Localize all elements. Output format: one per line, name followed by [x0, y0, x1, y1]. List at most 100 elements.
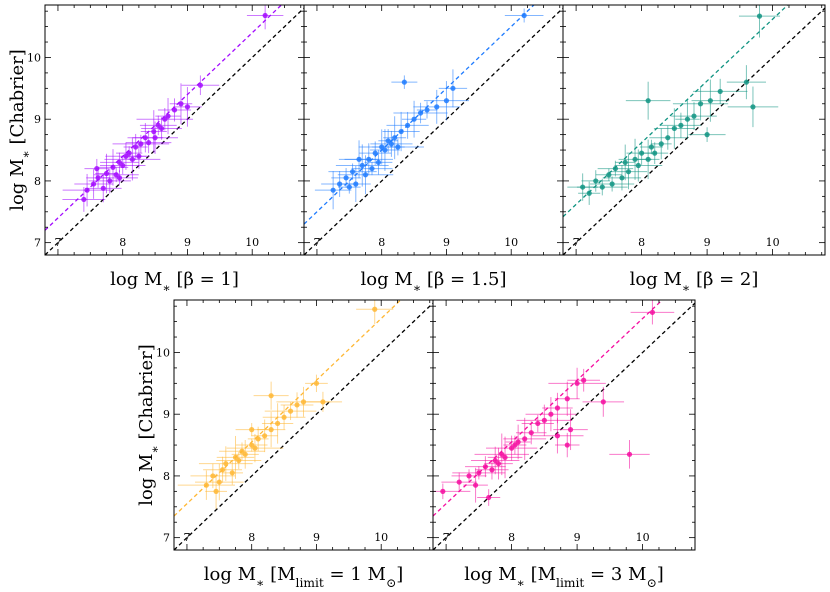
data-point	[375, 159, 382, 166]
data-point	[574, 380, 580, 386]
data-point	[369, 165, 375, 172]
data-point	[586, 190, 592, 196]
data-point	[146, 140, 152, 146]
data-point	[756, 13, 763, 19]
x-axis-label-part: ]	[657, 564, 664, 585]
one-to-one-line	[563, 7, 825, 255]
one-to-one-line	[45, 7, 304, 255]
data-point	[262, 433, 268, 439]
data-point	[343, 175, 349, 181]
data-point	[495, 460, 502, 467]
x-axis-label-part: ∗	[682, 281, 690, 295]
data-point	[528, 430, 534, 436]
y-axis-label: log M∗ [Chabrier]	[136, 344, 162, 506]
data-point	[359, 162, 365, 169]
one-to-one-line	[304, 7, 563, 255]
x-tick-label: 9	[443, 236, 450, 249]
data-point	[382, 147, 388, 153]
y-tick-label: 9	[34, 113, 41, 126]
data-point	[717, 88, 723, 95]
x-axis-label-part: ∗	[256, 576, 264, 590]
plot-area	[563, 5, 825, 255]
data-point	[223, 460, 229, 467]
data-point	[564, 396, 570, 402]
x-tick-label: 8	[119, 236, 126, 249]
data-point	[165, 113, 171, 119]
x-tick-label: 10	[245, 236, 259, 249]
data-point	[750, 104, 756, 110]
x-tick-label: 10	[636, 531, 650, 544]
data-point	[466, 473, 472, 479]
data-point	[268, 427, 274, 433]
x-axis-label-part: limit	[556, 576, 584, 590]
x-axis-label-part: [M	[525, 564, 556, 585]
axes-frame	[562, 4, 826, 256]
y-axis-label-part: ∗	[148, 445, 162, 453]
data-point	[372, 150, 378, 156]
data-point	[649, 309, 656, 315]
data-point	[450, 85, 456, 91]
data-point	[84, 187, 90, 193]
data-point	[126, 150, 132, 156]
x-axis-label-part: ]	[396, 564, 403, 585]
y-tick-label: 9	[163, 408, 170, 421]
x-axis-label-part: ∗	[517, 576, 525, 590]
data-point	[521, 12, 527, 19]
x-tick-label: 7	[573, 236, 580, 249]
data-point	[482, 464, 488, 470]
data-point	[129, 156, 136, 162]
panel-beta-1.5: 7 8 9 10 log M∗ [β = 1.5]	[303, 4, 564, 295]
data-point	[151, 128, 157, 135]
y-tick-label: 8	[163, 470, 170, 483]
x-tick-label: 9	[574, 531, 581, 544]
data-point	[492, 457, 498, 464]
data-point	[581, 377, 587, 383]
axes-frame	[173, 299, 434, 551]
x-axis-label-part: ∗	[162, 281, 170, 295]
data-point	[522, 436, 528, 442]
data-point	[606, 172, 612, 178]
data-point	[123, 153, 129, 159]
data-point	[94, 165, 100, 172]
data-point	[417, 110, 424, 116]
y-tick-label: 10	[27, 51, 41, 64]
panel-mlimit-3: 7 8 9 10 log M∗ [Mlimit = 3 M⊙]	[432, 299, 696, 590]
data-point	[213, 488, 219, 494]
data-point	[162, 116, 168, 122]
x-tick-label: 8	[638, 236, 645, 249]
plot-area	[304, 5, 563, 255]
data-point	[103, 170, 110, 177]
data-point	[287, 408, 294, 414]
data-point	[353, 181, 359, 187]
data-point	[81, 196, 87, 203]
data-point	[294, 402, 300, 408]
x-axis-label-part: log M	[464, 564, 516, 585]
x-axis-label-part: ∗	[413, 281, 421, 295]
x-tick-label: 7	[54, 236, 61, 249]
data-point	[249, 427, 255, 433]
x-axis-label: log M∗ [Mlimit = 1 M⊙]	[204, 564, 404, 590]
data-point	[197, 82, 203, 88]
data-point	[541, 417, 547, 423]
data-point	[337, 181, 343, 187]
y-axis-label-part: ∗	[19, 150, 33, 158]
x-axis-label-part: log M	[361, 269, 413, 290]
x-axis-label-part: ⊙	[646, 576, 656, 590]
data-point	[255, 436, 261, 442]
data-point	[313, 380, 320, 386]
data-point	[184, 104, 191, 110]
data-point	[300, 399, 307, 405]
data-point	[362, 172, 369, 178]
plot-area	[174, 300, 433, 550]
data-point	[116, 159, 123, 166]
x-axis-label-part: limit	[296, 576, 324, 590]
data-point	[625, 169, 632, 175]
data-point	[665, 135, 671, 141]
data-point	[424, 107, 430, 113]
x-tick-label: 9	[184, 236, 191, 249]
y-axis-label-part: [Chabrier]	[7, 49, 28, 150]
data-point	[599, 184, 605, 190]
data-point	[743, 79, 750, 85]
data-point	[401, 79, 407, 85]
data-point	[697, 101, 704, 107]
